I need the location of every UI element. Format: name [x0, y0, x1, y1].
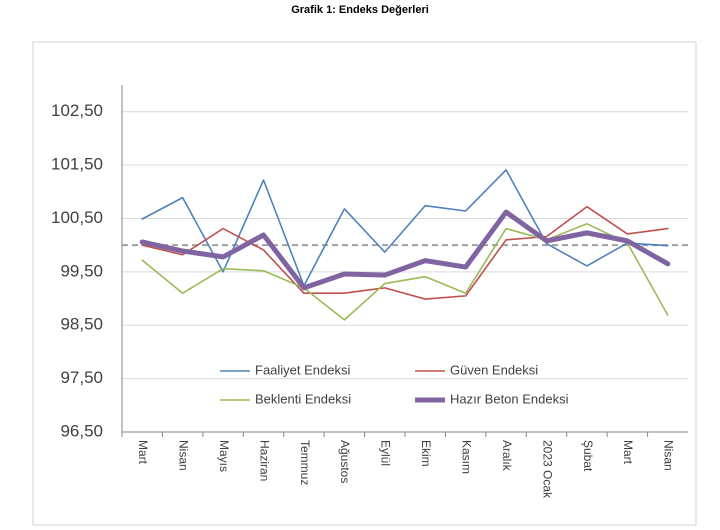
chart-frame: [32, 41, 697, 526]
legend-label: Hazır Beton Endeksi: [450, 391, 569, 406]
x-tick-label: Mayıs: [217, 440, 231, 472]
x-tick-label: Kasım: [459, 440, 473, 474]
series-line: [141, 205, 669, 300]
legend-label: Faaliyet Endeksi: [255, 362, 350, 377]
series-line: [141, 169, 669, 287]
series-line: [141, 223, 669, 321]
x-tick-label: Şubat: [581, 440, 595, 472]
series-line: [139, 209, 671, 291]
y-tick-label: 101,50: [51, 155, 103, 174]
x-tick-label: Mart: [621, 440, 635, 465]
legend-label: Beklenti Endeksi: [255, 391, 351, 406]
legend-label: Güven Endeksi: [450, 362, 538, 377]
x-tick-label: Eylül: [379, 440, 393, 466]
y-tick-label: 97,50: [60, 368, 103, 387]
y-tick-label: 98,50: [60, 315, 103, 334]
y-tick-label: 102,50: [51, 101, 103, 120]
x-tick-label: Nisan: [662, 440, 676, 471]
x-tick-label: 2023 Ocak: [540, 440, 554, 499]
y-tick-label: 96,50: [60, 421, 103, 440]
x-tick-label: Aralık: [500, 440, 514, 472]
x-tick-label: Ağustos: [338, 440, 352, 483]
x-tick-label: Haziran: [257, 440, 271, 481]
x-tick-label: Mart: [136, 440, 150, 465]
y-tick-label: 99,50: [60, 261, 103, 280]
x-tick-label: Temmuz: [298, 440, 312, 485]
chart-title: Grafik 1: Endeks Değerleri: [291, 4, 429, 16]
y-tick-label: 100,50: [51, 208, 103, 227]
x-tick-label: Ekim: [419, 440, 433, 467]
x-tick-label: Nisan: [176, 440, 190, 471]
